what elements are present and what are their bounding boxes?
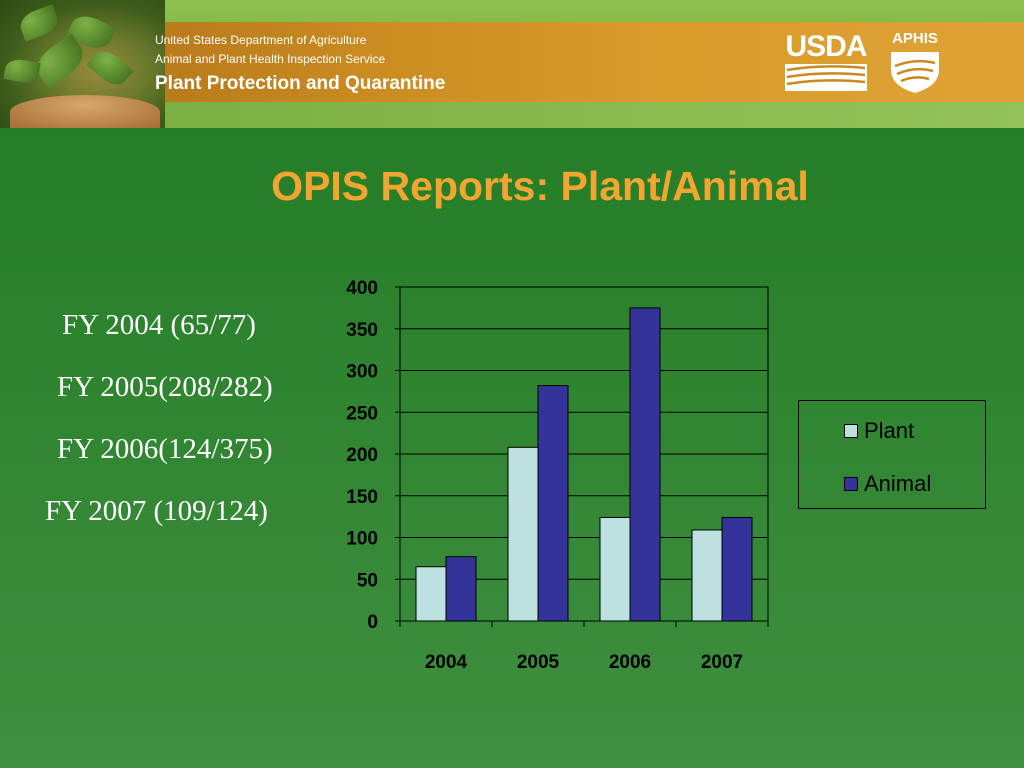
legend-swatch-animal — [844, 477, 858, 491]
leaf-shape — [86, 45, 134, 91]
department-name: United States Department of Agriculture — [155, 33, 367, 47]
legend-label-animal: Animal — [864, 471, 932, 496]
aphis-logo: APHIS — [885, 30, 945, 94]
leaf-shape — [16, 4, 62, 42]
bar-plant-2007 — [691, 529, 723, 622]
x-tick-label: 2006 — [609, 652, 651, 673]
y-tick-label: 300 — [346, 362, 378, 383]
plant-photo — [0, 0, 165, 128]
y-tick-label: 50 — [357, 570, 378, 591]
usda-logo: USDA — [783, 30, 869, 92]
usda-logo-text: USDA — [785, 30, 867, 63]
x-tick-label: 2005 — [517, 652, 560, 673]
usda-logo-mark — [785, 64, 867, 91]
x-tick-label: 2004 — [425, 652, 468, 673]
banner-gold-band — [125, 22, 1024, 102]
y-tick-label: 200 — [346, 445, 378, 466]
plot-frame — [399, 286, 769, 622]
y-tick-label: 0 — [367, 612, 378, 633]
x-tick-label: 2007 — [701, 652, 743, 673]
service-name: Animal and Plant Health Inspection Servi… — [155, 52, 386, 66]
bar-animal-2005 — [537, 385, 569, 622]
legend-label-plant: Plant — [864, 418, 915, 443]
leaf-shape — [3, 57, 41, 85]
header-banner: United States Department of Agriculture … — [0, 0, 1024, 128]
y-tick-label: 250 — [346, 403, 378, 424]
fy-2007-line: FY 2007 (109/124) — [45, 495, 268, 527]
bar-plant-2004 — [415, 566, 447, 622]
legend-item-plant: Plant — [844, 419, 914, 443]
banner-green-band — [0, 102, 1024, 128]
program-name: Plant Protection and Quarantine — [155, 73, 446, 94]
legend-item-animal: Animal — [844, 472, 931, 496]
y-tick-label: 150 — [346, 487, 378, 508]
bar-animal-2006 — [629, 307, 661, 622]
slide-title: OPIS Reports: Plant/Animal — [271, 163, 809, 209]
hand-shape — [10, 95, 160, 128]
bar-animal-2007 — [721, 516, 753, 622]
bar-plant-2005 — [507, 446, 539, 622]
bar-plant-2006 — [599, 516, 631, 622]
fy-2005-line: FY 2005(208/282) — [57, 371, 273, 403]
y-tick-label: 100 — [346, 529, 378, 550]
fy-2004-line: FY 2004 (65/77) — [62, 309, 256, 341]
chart-legend: Plant Animal — [798, 400, 986, 509]
legend-swatch-plant — [844, 424, 858, 438]
fy-2006-line: FY 2006(124/375) — [57, 433, 273, 465]
bar-animal-2004 — [445, 556, 477, 622]
y-tick-label: 400 — [346, 278, 378, 299]
aphis-logo-mark — [891, 52, 939, 93]
y-tick-label: 350 — [346, 320, 378, 341]
aphis-logo-text: APHIS — [892, 30, 938, 47]
